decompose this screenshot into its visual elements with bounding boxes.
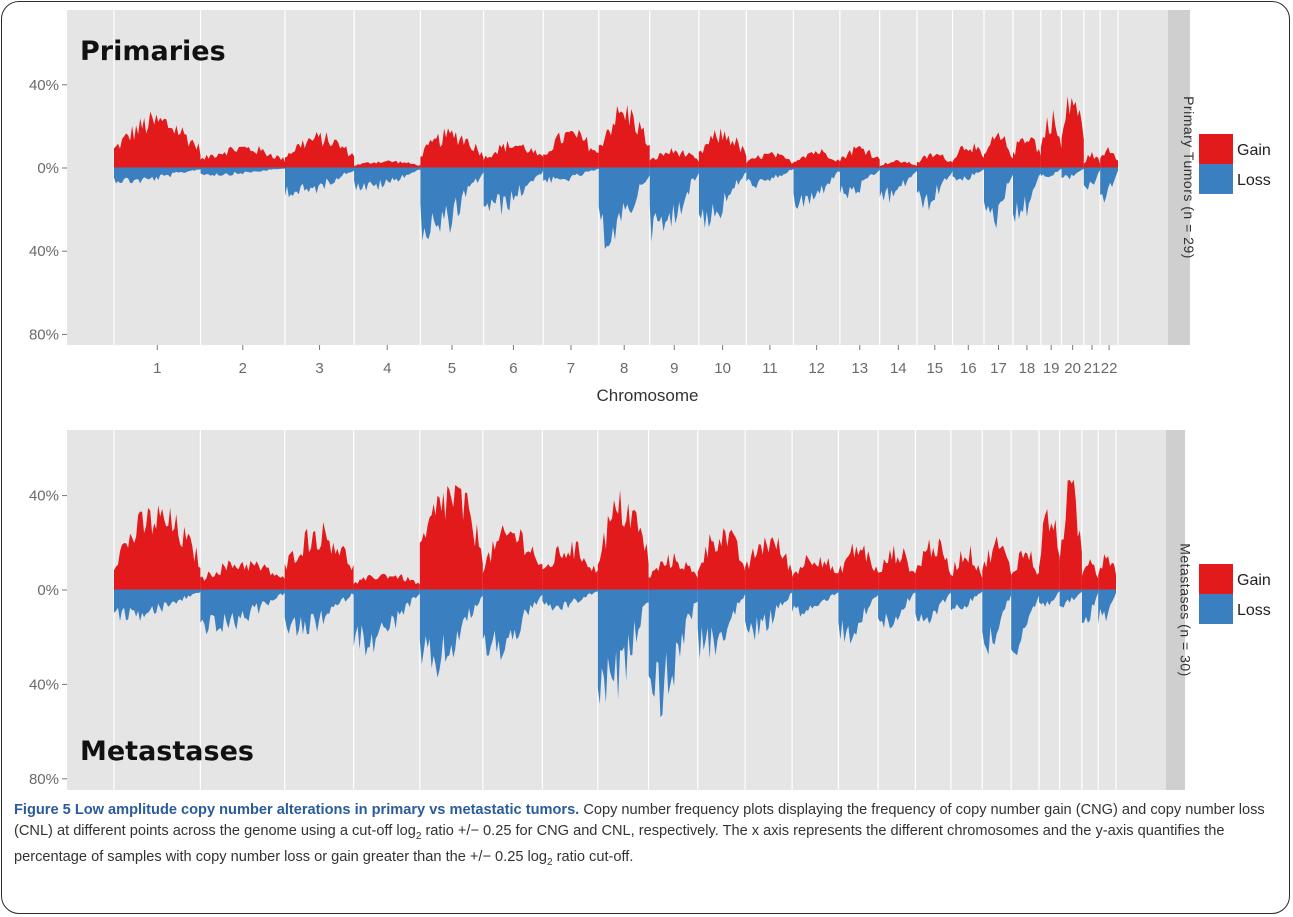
x-tick-label: 20 — [1064, 360, 1081, 377]
panel-2: 40% 0% 40% 80% Metastases Metastases (n = 30)… — [29, 430, 1271, 790]
x-tick-label: 14 — [890, 360, 907, 377]
x-tick-label: 1 — [153, 360, 161, 377]
x-tick-label: 16 — [960, 360, 977, 377]
legend-label-loss: Loss — [1237, 602, 1271, 619]
legend-swatch-loss — [1199, 594, 1233, 624]
facet-strip-label: Primary Tumors (n = 29) — [1181, 96, 1197, 259]
figure-caption: Figure 5 Low amplitude copy number alter… — [14, 800, 1276, 873]
panel-label: Metastases — [80, 736, 254, 767]
y-tick-label: 0% — [37, 160, 59, 177]
x-tick-label: 17 — [990, 360, 1007, 377]
y-tick-label: 80% — [29, 771, 59, 788]
y-tick-label: 80% — [29, 326, 59, 343]
x-tick-label: 13 — [851, 360, 868, 377]
x-tick-label: 19 — [1043, 360, 1060, 377]
x-tick-label: 9 — [670, 360, 678, 377]
legend-swatch-loss — [1199, 164, 1233, 194]
legend-label-loss: Loss — [1237, 172, 1271, 189]
x-tick-label: 5 — [448, 360, 456, 377]
legend: Gain Loss — [1199, 564, 1271, 624]
x-tick-label: 2 — [239, 360, 247, 377]
panel-label: Primaries — [80, 36, 226, 67]
figure-caption-title: Figure 5 Low amplitude copy number alter… — [14, 802, 579, 818]
legend-swatch-gain — [1199, 564, 1233, 594]
x-tick-label: 7 — [567, 360, 575, 377]
y-tick-label: 0% — [37, 582, 59, 599]
x-tick-label: 21 — [1084, 360, 1101, 377]
y-tick-label: 40% — [29, 243, 59, 260]
x-axis-title: Chromosome — [596, 386, 698, 405]
panel-1: 40%0%40%80%1 2 3 4 5 6 7 8 9 10 11 12 13 14 15 16 17 18 19… — [29, 10, 1271, 405]
x-tick-label: 22 — [1101, 360, 1118, 377]
x-tick-label: 8 — [620, 360, 628, 377]
x-tick-label: 18 — [1019, 360, 1036, 377]
y-tick-label: 40% — [29, 676, 59, 693]
y-tick-label: 40% — [29, 488, 59, 505]
x-tick-label: 4 — [383, 360, 391, 377]
x-tick-label: 12 — [808, 360, 825, 377]
x-tick-label: 6 — [509, 360, 517, 377]
figure-chart-area: 40%0%40%80%1 2 3 4 5 6 7 8 9 10 11 12 13 14 15 16 17 18 19… — [0, 0, 1293, 800]
y-tick-label: 40% — [29, 77, 59, 94]
figure-caption-text-3: ratio cut-off. — [553, 849, 634, 865]
x-tick-label: 11 — [762, 360, 778, 377]
x-tick-label: 15 — [926, 360, 943, 377]
legend: Gain Loss — [1199, 134, 1271, 194]
legend-label-gain: Gain — [1237, 572, 1271, 589]
facet-strip-label: Metastases (n = 30) — [1178, 543, 1194, 677]
legend-swatch-gain — [1199, 134, 1233, 164]
x-tick-label: 10 — [714, 360, 731, 377]
legend-label-gain: Gain — [1237, 142, 1271, 159]
x-tick-label: 3 — [315, 360, 323, 377]
